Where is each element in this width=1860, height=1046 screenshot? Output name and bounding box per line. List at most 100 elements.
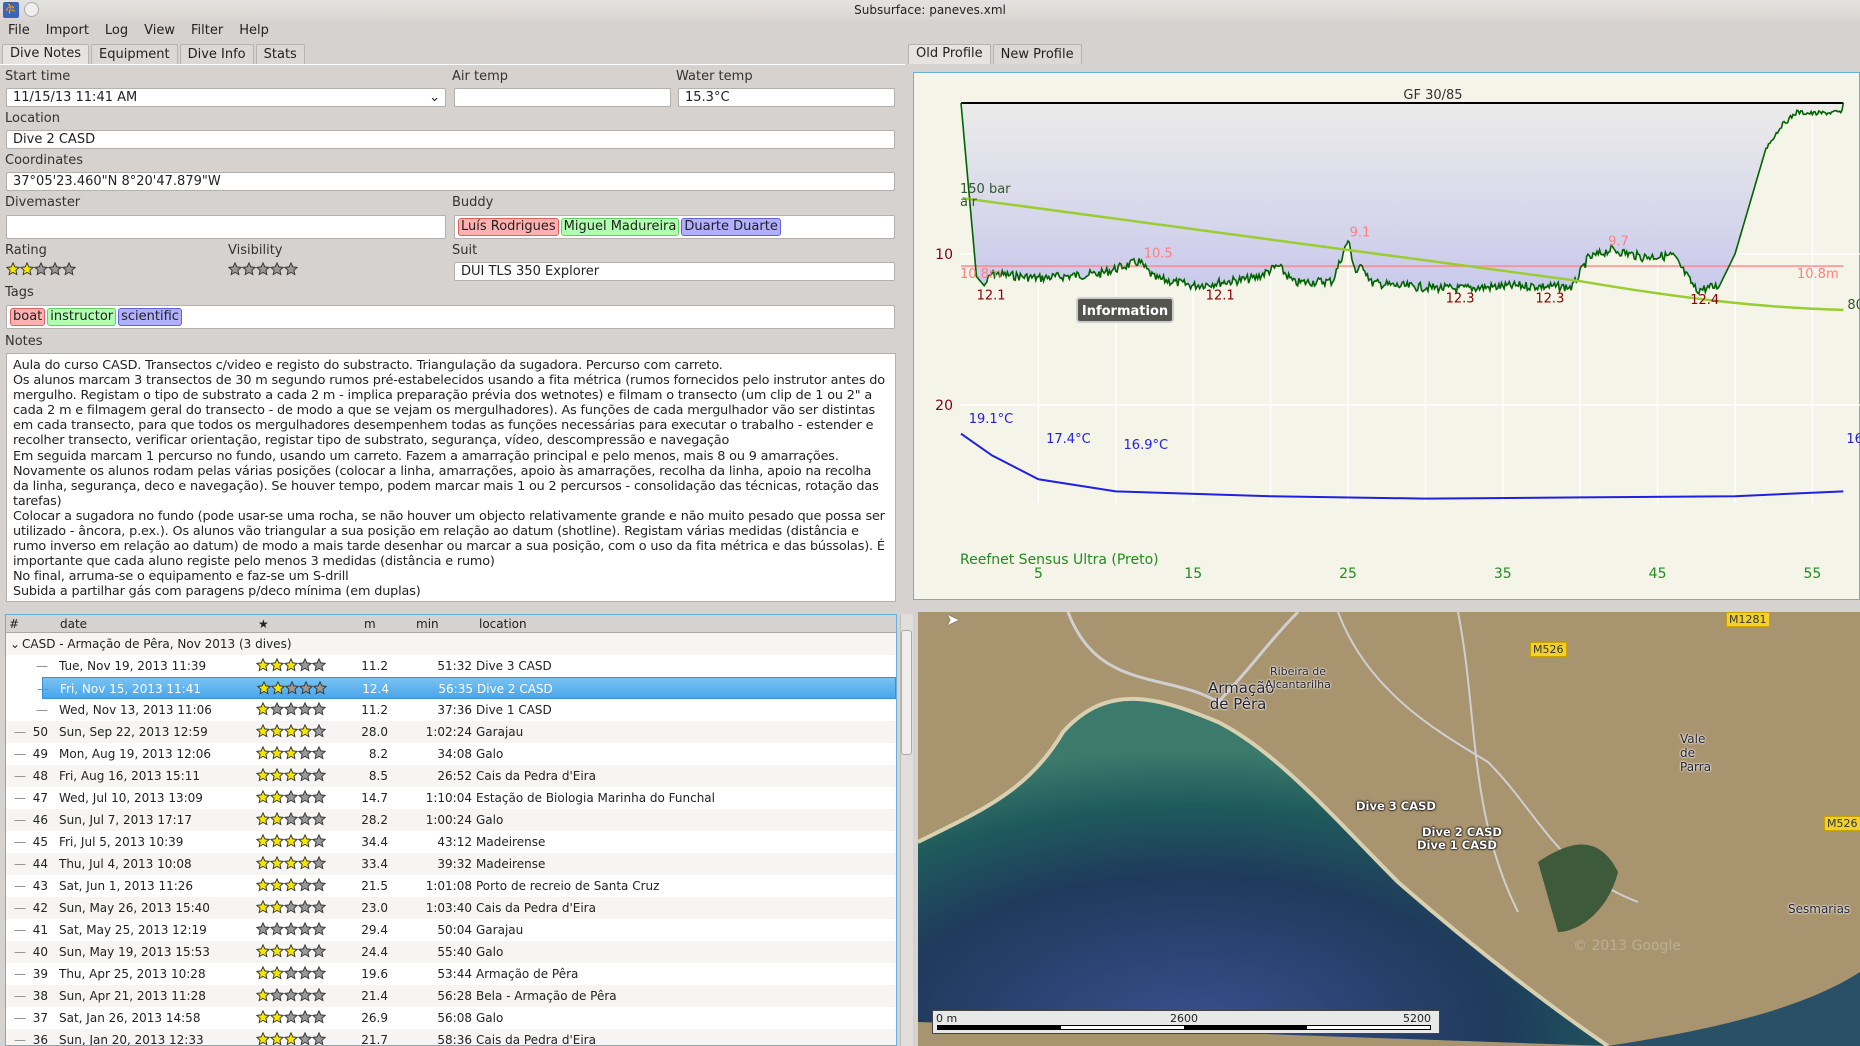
star-icon[interactable] — [284, 702, 298, 716]
star-icon[interactable] — [285, 681, 299, 695]
star-icon[interactable] — [270, 944, 284, 958]
buddy-chip[interactable]: Duarte Duarte — [681, 218, 781, 236]
menu-file[interactable]: File — [8, 23, 30, 38]
air-temp-input[interactable] — [454, 88, 671, 107]
suit-input[interactable]: DUI TLS 350 Explorer — [454, 262, 895, 281]
star-icon[interactable] — [312, 1032, 326, 1046]
star-icon[interactable] — [298, 724, 312, 738]
star-icon[interactable] — [312, 966, 326, 980]
divemaster-input[interactable] — [6, 215, 446, 239]
star-icon[interactable] — [270, 812, 284, 826]
tag-chip[interactable]: scientific — [118, 308, 182, 326]
star-icon[interactable] — [257, 681, 271, 695]
star-icon[interactable] — [312, 702, 326, 716]
star-icon[interactable] — [62, 262, 76, 276]
star-icon[interactable] — [270, 900, 284, 914]
dive-row[interactable]: — 50 Sun, Sep 22, 2013 12:59 28.0 1:02:2… — [6, 721, 896, 743]
star-icon[interactable] — [270, 834, 284, 848]
star-icon[interactable] — [270, 922, 284, 936]
star-icon[interactable] — [6, 262, 20, 276]
star-icon[interactable] — [312, 834, 326, 848]
star-icon[interactable] — [284, 922, 298, 936]
star-icon[interactable] — [270, 966, 284, 980]
star-icon[interactable] — [242, 262, 256, 276]
star-icon[interactable] — [284, 790, 298, 804]
dive-row[interactable]: — 42 Sun, May 26, 2013 15:40 23.0 1:03:4… — [6, 897, 896, 919]
star-icon[interactable] — [312, 944, 326, 958]
star-icon[interactable] — [284, 944, 298, 958]
star-icon[interactable] — [284, 878, 298, 892]
star-icon[interactable] — [312, 988, 326, 1002]
star-icon[interactable] — [298, 966, 312, 980]
star-icon[interactable] — [298, 790, 312, 804]
star-icon[interactable] — [284, 746, 298, 760]
star-icon[interactable] — [312, 790, 326, 804]
menu-view[interactable]: View — [144, 23, 176, 38]
star-icon[interactable] — [270, 262, 284, 276]
star-icon[interactable] — [256, 834, 270, 848]
app-icon[interactable]: ⛹ — [3, 2, 19, 18]
star-icon[interactable] — [284, 262, 298, 276]
tag-chip[interactable]: instructor — [47, 308, 117, 326]
star-icon[interactable] — [256, 878, 270, 892]
star-icon[interactable] — [284, 658, 298, 672]
star-icon[interactable] — [312, 812, 326, 826]
star-icon[interactable] — [284, 724, 298, 738]
trip-row[interactable]: ⌄ CASD - Armação de Pêra, Nov 2013 (3 div… — [6, 633, 896, 655]
dive-row[interactable]: — 36 Sun, Jan 20, 2013 12:33 21.7 58:36 … — [6, 1029, 896, 1046]
star-icon[interactable] — [48, 262, 62, 276]
star-icon[interactable] — [284, 768, 298, 782]
star-icon[interactable] — [299, 681, 313, 695]
star-icon[interactable] — [298, 1010, 312, 1024]
star-icon[interactable] — [270, 768, 284, 782]
star-icon[interactable] — [284, 1032, 298, 1046]
star-icon[interactable] — [284, 812, 298, 826]
column-depth[interactable]: m — [364, 617, 376, 631]
dive-row[interactable]: — Tue, Nov 19, 2013 11:39 11.2 51:32 Div… — [6, 655, 896, 677]
star-icon[interactable] — [284, 834, 298, 848]
star-icon[interactable] — [256, 966, 270, 980]
buddy-chip[interactable]: Luís Rodrigues — [458, 218, 559, 236]
star-icon[interactable] — [228, 262, 242, 276]
star-icon[interactable] — [256, 944, 270, 958]
star-icon[interactable] — [34, 262, 48, 276]
menu-import[interactable]: Import — [45, 23, 89, 38]
coordinates-input[interactable]: 37°05'23.460"N 8°20'47.879"W — [6, 172, 895, 191]
star-icon[interactable] — [312, 724, 326, 738]
star-icon[interactable] — [298, 1032, 312, 1046]
tab-dive-notes[interactable]: Dive Notes — [2, 44, 89, 64]
star-icon[interactable] — [256, 856, 270, 870]
dive-row[interactable]: — 45 Fri, Jul 5, 2013 10:39 34.4 43:12 M… — [6, 831, 896, 853]
dive-marker-label[interactable]: Dive 3 CASD — [1356, 799, 1436, 813]
dive-row[interactable]: — 47 Wed, Jul 10, 2013 13:09 14.7 1:10:0… — [6, 787, 896, 809]
star-icon[interactable] — [312, 900, 326, 914]
star-icon[interactable] — [256, 812, 270, 826]
star-icon[interactable] — [298, 768, 312, 782]
star-icon[interactable] — [270, 724, 284, 738]
star-icon[interactable] — [312, 878, 326, 892]
star-icon[interactable] — [312, 856, 326, 870]
menu-filter[interactable]: Filter — [191, 23, 224, 38]
star-icon[interactable] — [256, 1032, 270, 1046]
star-icon[interactable] — [256, 900, 270, 914]
window-menu-button[interactable] — [24, 2, 39, 17]
star-icon[interactable] — [270, 658, 284, 672]
star-icon[interactable] — [298, 746, 312, 760]
star-icon[interactable] — [256, 702, 270, 716]
star-icon[interactable] — [270, 790, 284, 804]
star-icon[interactable] — [270, 1032, 284, 1046]
star-icon[interactable] — [284, 988, 298, 1002]
dive-marker-label[interactable]: Dive 1 CASD — [1417, 838, 1497, 852]
dive-marker-label[interactable]: Dive 2 CASD — [1422, 825, 1502, 839]
star-icon[interactable] — [270, 878, 284, 892]
star-icon[interactable] — [270, 856, 284, 870]
star-icon[interactable] — [271, 681, 285, 695]
menu-help[interactable]: Help — [239, 23, 269, 38]
star-icon[interactable] — [256, 658, 270, 672]
star-icon[interactable] — [298, 658, 312, 672]
column-rating[interactable]: ★ — [258, 617, 269, 631]
information-button[interactable] — [1076, 297, 1174, 323]
star-icon[interactable] — [312, 922, 326, 936]
star-icon[interactable] — [270, 1010, 284, 1024]
tab-equipment[interactable]: Equipment — [91, 44, 178, 64]
